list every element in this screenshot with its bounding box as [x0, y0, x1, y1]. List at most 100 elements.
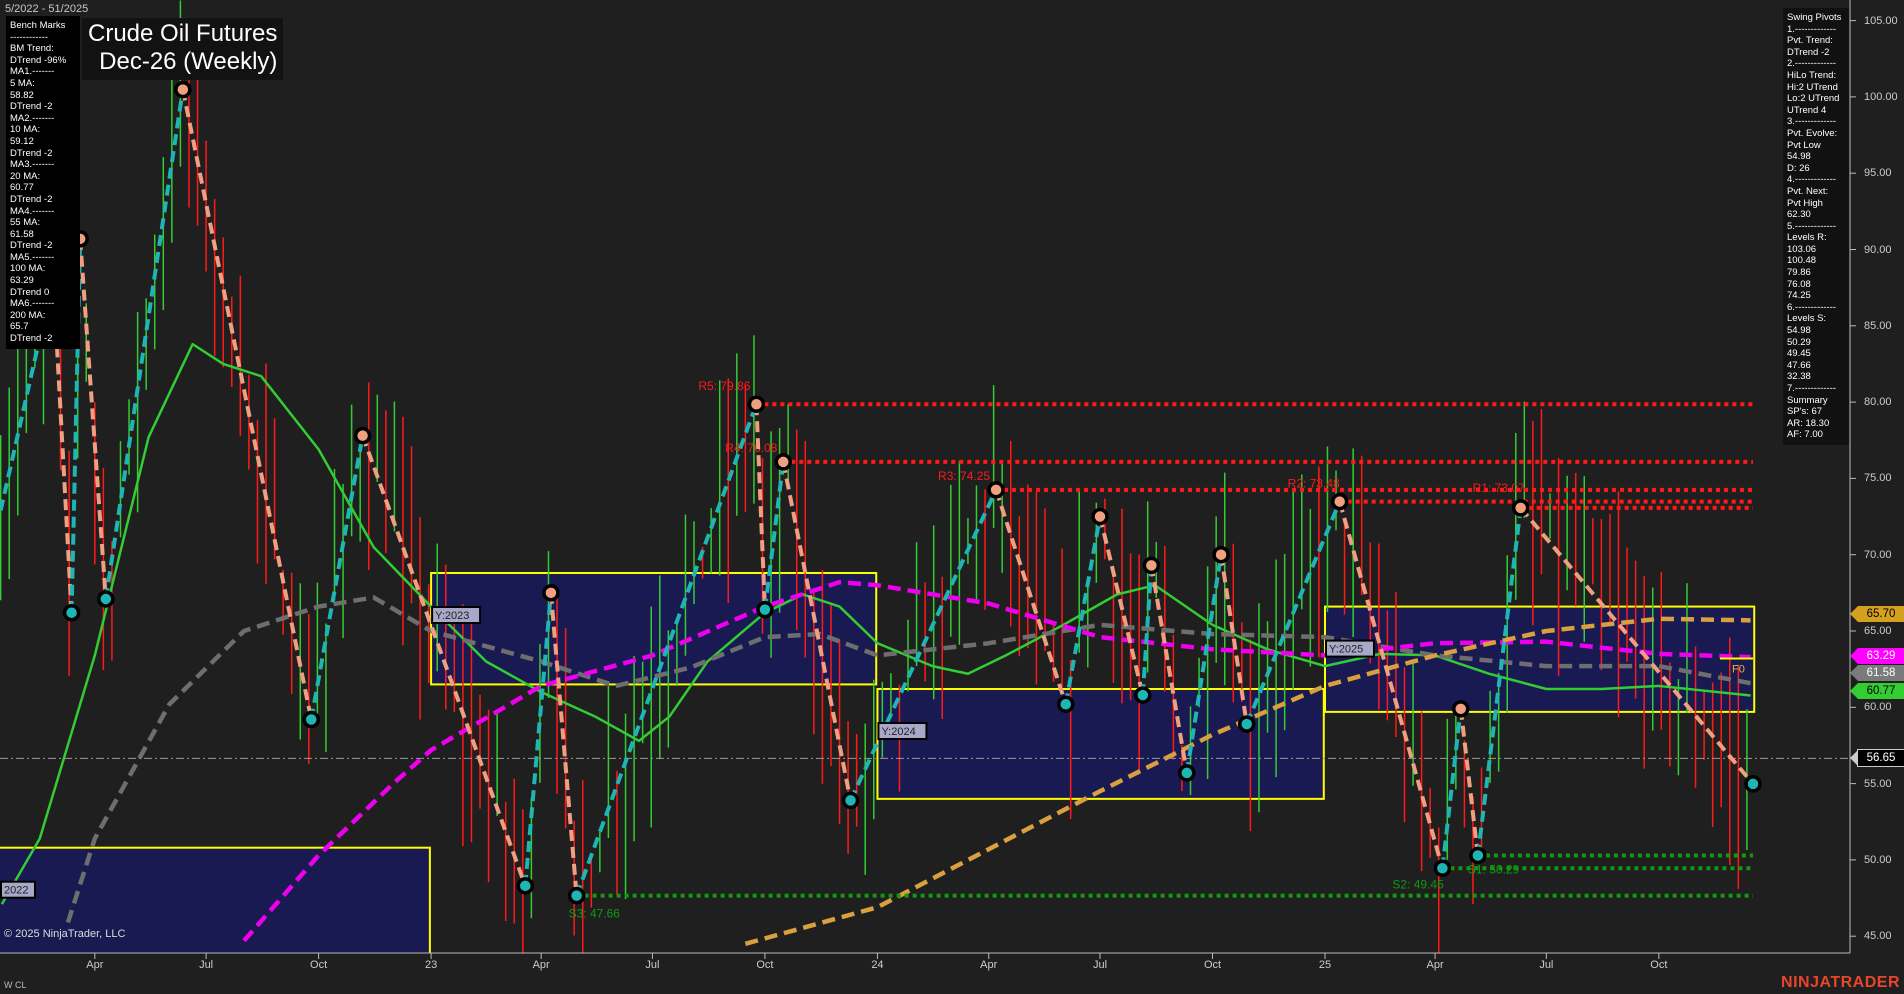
time-tick-label: Jul	[1092, 959, 1108, 971]
swing-up-leg	[1475, 507, 1523, 856]
time-tick-label: Jul	[199, 959, 214, 971]
swing-pivots-line: 3.-------------	[1787, 116, 1837, 128]
price-tick-label: 95.00	[1864, 167, 1892, 180]
swing-low-marker	[97, 590, 115, 608]
bench-marks-line: DTrend -2	[10, 101, 53, 113]
bench-marks-line: Bench Marks	[10, 20, 66, 31]
bench-marks-line: BM Trend:	[10, 43, 54, 55]
title-line-2: Dec-26 (Weekly)	[99, 48, 278, 75]
moving-average-100-ma	[242, 579, 1751, 943]
time-tick-label: Jul	[1539, 959, 1554, 971]
price-tick-label: 70.00	[1864, 548, 1892, 561]
swing-high-marker	[542, 584, 560, 602]
swing-pivots-line: 54.98	[1787, 325, 1811, 337]
swing-down-leg	[754, 404, 767, 610]
time-tick-label: 25	[1318, 959, 1332, 971]
swing-up-leg	[574, 403, 759, 897]
year-box-label-bg	[1325, 639, 1376, 658]
swing-low-marker	[1134, 686, 1152, 704]
bench-marks-line: 10 MA:	[10, 124, 41, 136]
time-tick-label: Apr	[980, 959, 998, 971]
bench-marks-line: 100 MA:	[10, 263, 46, 275]
swing-pivots-line: 62.30	[1787, 209, 1811, 221]
bench-marks-line: 200 MA:	[10, 309, 46, 321]
price-tick-label: 65.00	[1864, 625, 1892, 637]
swing-up-leg	[848, 488, 998, 802]
price-tick-label: 60.00	[1864, 701, 1892, 714]
swing-up-leg	[1140, 565, 1154, 696]
swing-pivots-line: 2.-------------	[1787, 58, 1837, 70]
year-box-label-bg	[431, 606, 482, 625]
bench-marks-line: MA5.-------	[10, 251, 55, 263]
swing-low-marker	[516, 877, 535, 895]
swing-pivots-line: Hi:2 UTrend	[1787, 81, 1838, 93]
bench-marks-line: 58.82	[10, 89, 34, 101]
swing-pivots-line: 50.29	[1787, 336, 1811, 348]
swing-pivots-line: 1.-------------	[1787, 23, 1837, 35]
swing-up-leg	[1184, 554, 1224, 774]
price-tick-label: 85.00	[1864, 319, 1892, 332]
swing-down-leg	[994, 489, 1068, 705]
swing-pivots-line: AF: 7.00	[1787, 429, 1823, 441]
bench-marks-line: DTrend -2	[10, 333, 53, 345]
swing-up-leg	[0, 278, 56, 511]
swing-up-leg	[1244, 500, 1342, 725]
price-tick-label: 105.00	[1864, 14, 1898, 27]
swing-high-marker	[353, 426, 372, 445]
year-box-label-bg	[0, 880, 36, 899]
yearly-box	[1324, 605, 1756, 713]
bench-marks-line: DTrend -2	[10, 240, 53, 252]
swing-pivots-line: Levels S:	[1787, 313, 1827, 325]
price-tick-label: 100.00	[1864, 90, 1898, 103]
date-range: 5/2022 - 51/2025	[5, 3, 89, 15]
bench-marks-line: MA3.-------	[10, 159, 55, 171]
bench-marks-line: 55 MA:	[10, 217, 41, 229]
swing-pivots-line: HiLo Trend:	[1787, 69, 1837, 81]
swing-low-marker	[841, 791, 860, 810]
swing-low-marker	[567, 886, 586, 905]
swing-pivots-line: 32.38	[1787, 371, 1811, 383]
swing-up-leg	[103, 89, 185, 600]
swing-pivots-line: 5.-------------	[1787, 220, 1837, 232]
swing-low-marker	[1057, 695, 1075, 713]
swing-down-leg	[1337, 501, 1445, 869]
bench-marks-line: 59.12	[10, 135, 34, 147]
year-box-label: Y:2024	[881, 726, 915, 738]
swing-pivots-line: AR: 18.30	[1787, 417, 1830, 429]
price-badge: 61.58	[1850, 665, 1904, 682]
swing-pivots-line: Pvt High	[1787, 197, 1823, 209]
swing-high-marker	[1511, 499, 1530, 517]
time-tick-label: Oct	[310, 959, 328, 971]
resistance-label: R4: 76.08	[725, 441, 777, 455]
swing-high-marker	[1330, 492, 1349, 511]
swing-pivots-line: Pvt Low	[1787, 139, 1821, 151]
year-box-label: Y:2025	[1329, 644, 1363, 656]
swing-pivots-line: 100.48	[1787, 255, 1817, 267]
swing-pivots-line: UTrend 4	[1787, 104, 1827, 116]
swing-pivots-line: D: 26	[1787, 162, 1810, 174]
swing-pivots-line: Pvt. Evolve:	[1787, 127, 1838, 139]
swing-pivots-line: 6.-------------	[1787, 301, 1837, 313]
bench-marks-line: DTrend -96%	[10, 54, 67, 66]
moving-average-20-ma	[0, 342, 1751, 905]
year-box-label: 2022	[4, 885, 28, 897]
swing-pivots-line: Pvt. Trend:	[1787, 35, 1833, 47]
price-badge: 63.29	[1850, 648, 1904, 665]
swing-pivots-line: Levels R:	[1787, 232, 1827, 244]
time-tick-label: Oct	[756, 959, 774, 971]
bench-marks-line: 5 MA:	[10, 77, 35, 89]
price-tick-label: 75.00	[1864, 472, 1892, 485]
time-tick-label: Jul	[645, 959, 660, 971]
swing-high-marker	[1212, 545, 1230, 564]
price-tick-label: 50.00	[1864, 853, 1892, 866]
swing-high-marker	[987, 481, 1005, 499]
swing-up-leg	[762, 461, 786, 610]
price-badge: 65.70	[1850, 606, 1904, 623]
bench-marks-line: MA1.-------	[10, 66, 55, 78]
swing-high-marker	[747, 395, 766, 413]
forecast-label: F0	[1732, 663, 1745, 675]
price-badge: 56.65	[1850, 749, 1904, 768]
swing-pivots-line: 79.86	[1787, 267, 1811, 279]
resistance-label: R5: 79.86	[698, 379, 750, 393]
